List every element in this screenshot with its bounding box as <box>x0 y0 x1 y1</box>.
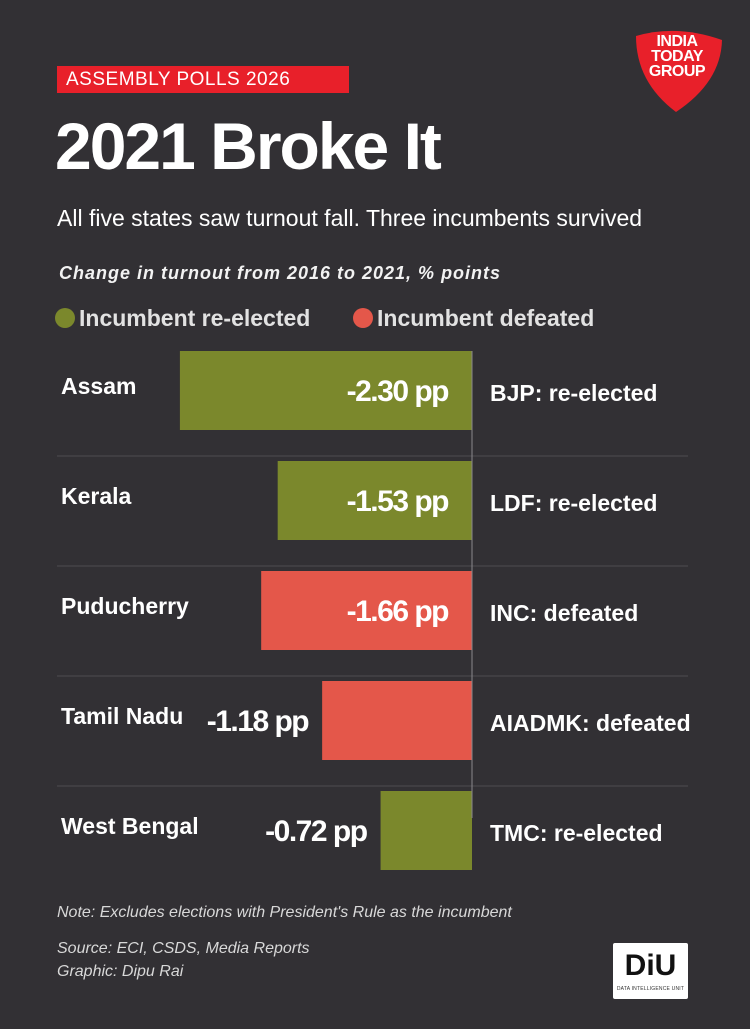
value-label: -1.53 pp <box>347 485 450 518</box>
bar-tamil-nadu <box>322 681 472 760</box>
legend-dot-defeated-icon <box>353 308 373 328</box>
category-label: West Bengal <box>61 813 199 839</box>
source-line: Source: ECI, CSDS, Media Reports <box>57 940 310 957</box>
diu-badge: DiU DATA INTELLIGENCE UNIT <box>613 943 688 999</box>
legend-item-re-elected: Incumbent re-elected <box>55 303 310 333</box>
legend-dot-re-elected-icon <box>55 308 75 328</box>
source-credits: Source: ECI, CSDS, Media Reports Graphic… <box>57 937 310 983</box>
page-subtitle: All five states saw turnout fall. Three … <box>57 205 643 231</box>
outcome-label: LDF: re-elected <box>490 490 657 516</box>
page-title: 2021 Broke It <box>55 109 442 183</box>
diu-badge-text: DiU <box>624 949 677 982</box>
diu-badge-subtext: DATA INTELLIGENCE UNIT <box>616 986 685 992</box>
footnote: Note: Excludes elections with President'… <box>57 904 512 921</box>
bar-assam <box>179 351 472 430</box>
outcome-label: BJP: re-elected <box>490 380 657 406</box>
value-label: -2.30 pp <box>347 375 450 408</box>
legend-label: Incumbent defeated <box>377 305 595 331</box>
bar-puducherry <box>261 571 472 650</box>
bar-west-bengal <box>380 791 472 870</box>
legend-label: Incumbent re-elected <box>79 305 311 331</box>
section-tag: ASSEMBLY POLLS 2026 <box>57 66 349 93</box>
value-label: -1.66 pp <box>347 595 450 628</box>
outcome-label: TMC: re-elected <box>490 820 663 846</box>
category-label: Assam <box>61 373 136 399</box>
outcome-label: AIADMK: defeated <box>490 710 691 736</box>
value-label: -1.18 pp <box>207 705 310 738</box>
turnout-bar-chart: Assam -2.30 pp BJP: re-elected Kerala -1.53 … <box>57 351 691 870</box>
chart-title: Change in turnout from 2016 to 2021, % p… <box>59 263 502 283</box>
logo-text: INDIA TODAY GROUP <box>648 33 706 80</box>
category-label: Kerala <box>61 483 132 509</box>
bar-kerala <box>277 461 472 540</box>
outcome-label: INC: defeated <box>490 600 638 626</box>
category-label: Tamil Nadu <box>61 703 183 729</box>
value-label: -0.72 pp <box>265 815 368 848</box>
graphic-credit: Graphic: Dipu Rai <box>57 963 184 980</box>
category-label: Puducherry <box>61 593 189 619</box>
india-today-logo: INDIA TODAY GROUP <box>626 30 728 114</box>
legend-item-defeated: Incumbent defeated <box>353 303 594 333</box>
